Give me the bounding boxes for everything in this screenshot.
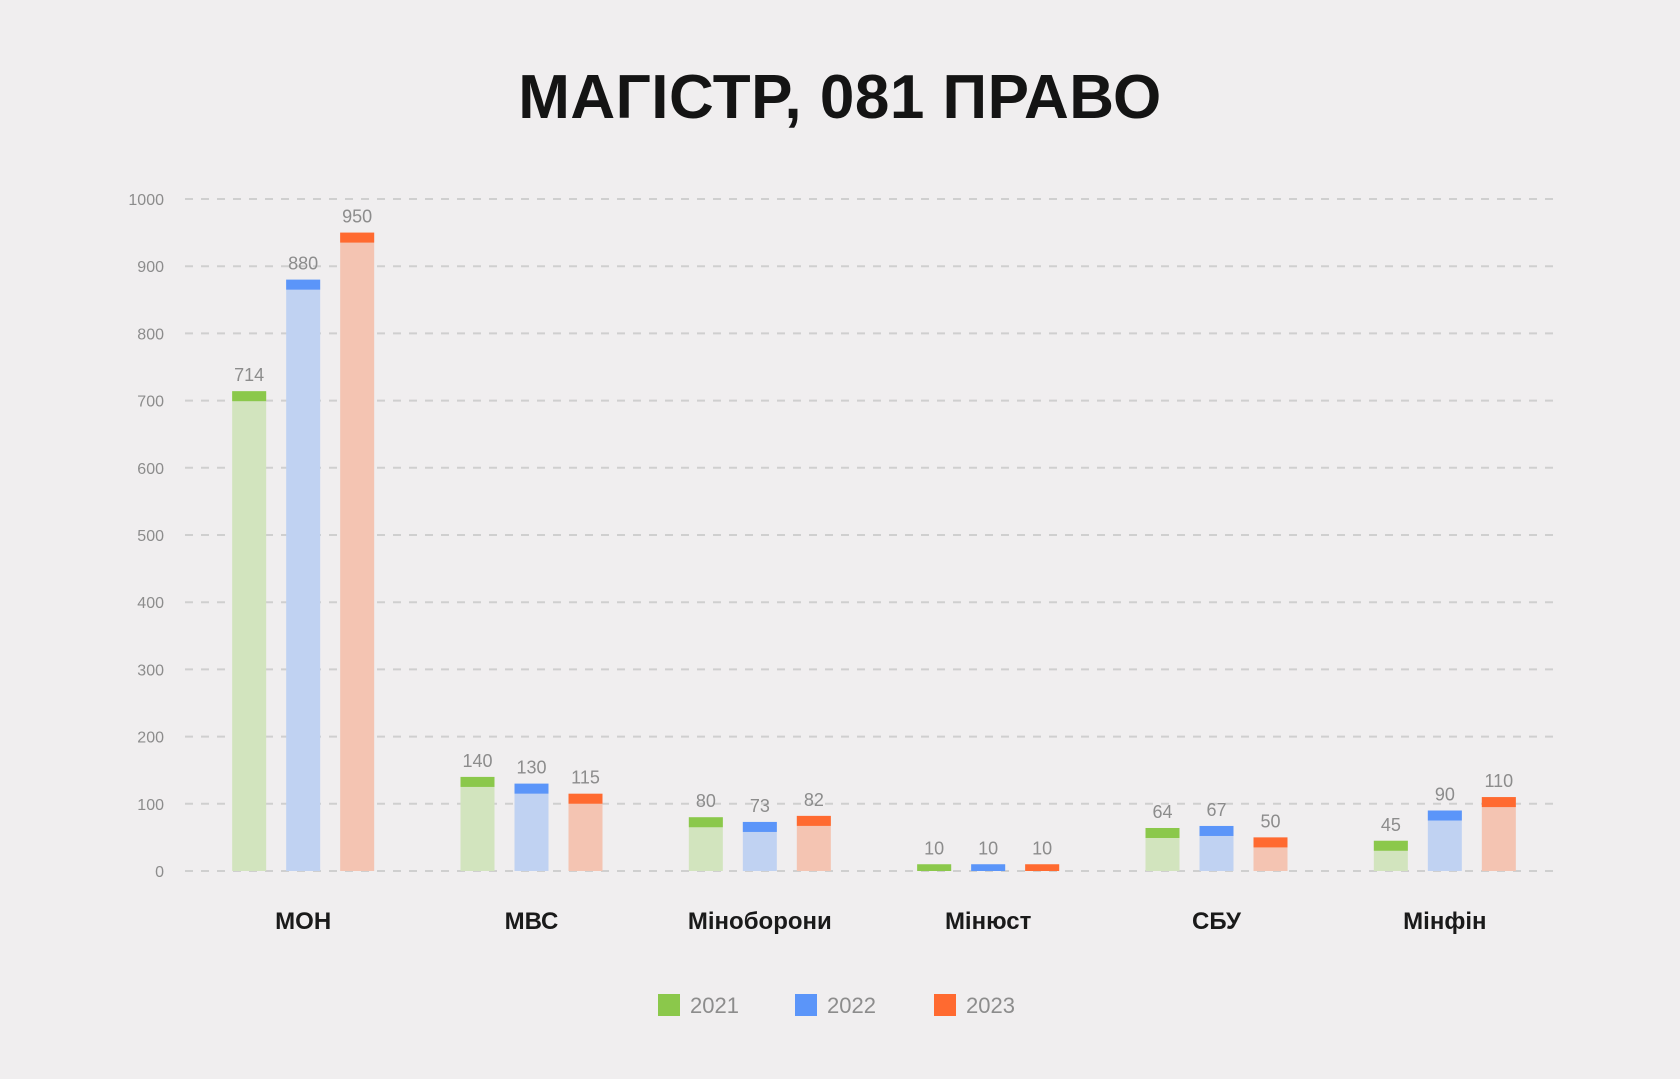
data-label: 80 [696, 791, 716, 811]
x-axis-categories: МОН МВС Міноборони Мінюст СБУ Мінфін [275, 908, 1486, 935]
bar-cap-2023 [1481, 797, 1516, 808]
bar-2022 [1427, 810, 1462, 871]
bar-cap-2023 [1025, 864, 1060, 871]
legend-swatch-2022 [795, 994, 817, 1016]
data-label: 73 [750, 796, 770, 816]
y-tick-label: 400 [137, 595, 164, 612]
bar-cap-2021 [917, 864, 952, 871]
bar-cap-2021 [688, 817, 723, 828]
y-tick-label: 100 [137, 797, 164, 814]
bar-cap-2023 [796, 815, 831, 826]
data-labels: 714 880 950 140 130 115 80 73 82 10 10 10 64 67 50 45 90… [234, 207, 1513, 859]
bar-2023 [340, 232, 375, 872]
bar-2023 [568, 793, 603, 871]
bar-2021 [232, 391, 267, 871]
legend-label: 2022 [827, 993, 876, 1018]
data-label: 10 [924, 838, 944, 858]
data-label: 110 [1484, 771, 1513, 791]
data-label: 90 [1435, 785, 1455, 805]
y-tick-label: 0 [155, 864, 164, 881]
bar-2021 [460, 776, 495, 871]
data-label: 140 [462, 751, 492, 771]
legend: 2021 2022 2023 [658, 993, 1015, 1018]
y-tick-label: 800 [137, 326, 164, 343]
y-tick-label: 200 [137, 730, 164, 747]
x-category-label: МВС [505, 908, 559, 935]
bar-2022 [286, 279, 321, 871]
data-label: 64 [1152, 802, 1172, 822]
data-label: 67 [1206, 800, 1226, 820]
x-category-label: Мінфін [1403, 908, 1486, 935]
bar-cap-2022 [286, 279, 321, 290]
bar-cap-2023 [568, 793, 603, 804]
data-label: 50 [1260, 811, 1280, 831]
data-label: 45 [1381, 815, 1401, 835]
y-tick-label: 600 [137, 461, 164, 478]
y-axis-ticks: 0 100 200 300 400 500 600 700 800 900 1000 [128, 192, 164, 881]
data-label: 950 [342, 207, 372, 227]
legend-label: 2023 [966, 993, 1015, 1018]
bar-cap-2022 [514, 783, 549, 794]
data-label: 115 [571, 768, 600, 788]
x-category-label: СБУ [1192, 908, 1242, 935]
legend-swatch-2021 [658, 994, 680, 1016]
bar-cap-2021 [460, 776, 495, 787]
bar-cap-2022 [742, 821, 777, 832]
y-tick-label: 700 [137, 394, 164, 411]
bar-cap-2022 [1427, 810, 1462, 821]
bars [232, 232, 1516, 872]
x-category-label: МОН [275, 908, 331, 935]
chart-title: МАГІСТР, 081 ПРАВО [518, 63, 1162, 132]
bar-cap-2023 [1253, 837, 1288, 848]
data-label: 130 [516, 758, 546, 778]
y-tick-label: 300 [137, 662, 164, 679]
bar-cap-2021 [1373, 840, 1408, 851]
bar-cap-2023 [340, 232, 375, 243]
bar-2023 [1481, 797, 1516, 871]
x-category-label: Міноборони [688, 908, 832, 935]
y-tick-label: 500 [137, 528, 164, 545]
data-label: 880 [288, 254, 318, 274]
legend-label: 2021 [690, 993, 739, 1018]
data-label: 10 [978, 838, 998, 858]
bar-2022 [514, 783, 549, 871]
y-tick-label: 1000 [128, 192, 164, 209]
bar-cap-2021 [1145, 827, 1180, 838]
x-category-label: Мінюст [945, 908, 1032, 935]
bar-cap-2022 [971, 864, 1006, 871]
data-label: 714 [234, 365, 264, 385]
bar-cap-2022 [1199, 825, 1234, 836]
data-label: 10 [1032, 838, 1052, 858]
bar-cap-2021 [232, 391, 267, 402]
grid-lines [185, 198, 1555, 872]
data-label: 82 [804, 790, 824, 810]
y-tick-label: 900 [137, 259, 164, 276]
legend-swatch-2023 [934, 994, 956, 1016]
